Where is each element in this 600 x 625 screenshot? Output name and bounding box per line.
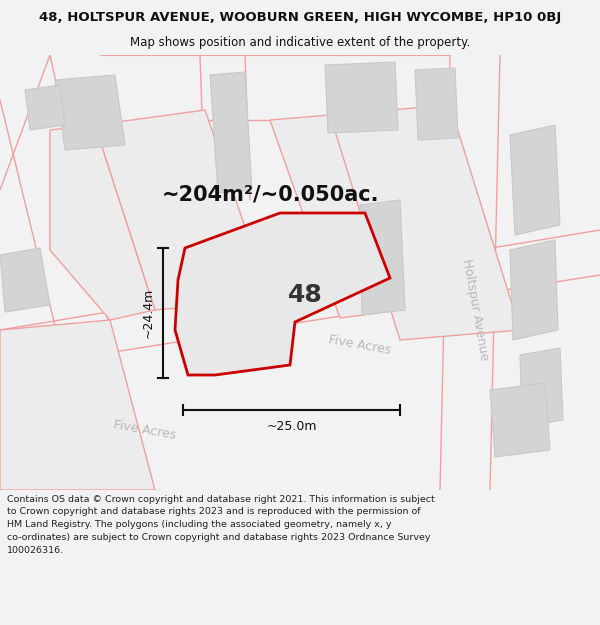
- Text: Map shows position and indicative extent of the property.: Map shows position and indicative extent…: [130, 36, 470, 49]
- Polygon shape: [95, 110, 270, 310]
- Text: ~204m²/~0.050ac.: ~204m²/~0.050ac.: [161, 185, 379, 205]
- Polygon shape: [175, 213, 390, 375]
- Polygon shape: [55, 75, 125, 150]
- Polygon shape: [490, 383, 550, 457]
- Text: ~24.4m: ~24.4m: [142, 288, 155, 338]
- Text: 48, HOLTSPUR AVENUE, WOOBURN GREEN, HIGH WYCOMBE, HP10 0BJ: 48, HOLTSPUR AVENUE, WOOBURN GREEN, HIGH…: [39, 11, 561, 24]
- Text: Five Acres: Five Acres: [113, 418, 177, 442]
- Text: Holtspur Avenue: Holtspur Avenue: [460, 258, 490, 362]
- Polygon shape: [325, 62, 398, 133]
- Text: 48: 48: [287, 283, 322, 307]
- Polygon shape: [0, 248, 50, 312]
- Polygon shape: [360, 200, 405, 315]
- Polygon shape: [330, 105, 520, 340]
- Polygon shape: [510, 125, 560, 235]
- Polygon shape: [520, 348, 563, 427]
- Text: Contains OS data © Crown copyright and database right 2021. This information is : Contains OS data © Crown copyright and d…: [7, 494, 435, 555]
- Text: ~25.0m: ~25.0m: [266, 420, 317, 433]
- Text: Five Acres: Five Acres: [328, 333, 392, 357]
- Polygon shape: [270, 115, 400, 318]
- Polygon shape: [0, 320, 155, 490]
- Polygon shape: [415, 68, 458, 140]
- Polygon shape: [210, 72, 252, 193]
- Polygon shape: [25, 85, 65, 130]
- Polygon shape: [510, 240, 558, 340]
- Polygon shape: [50, 125, 155, 320]
